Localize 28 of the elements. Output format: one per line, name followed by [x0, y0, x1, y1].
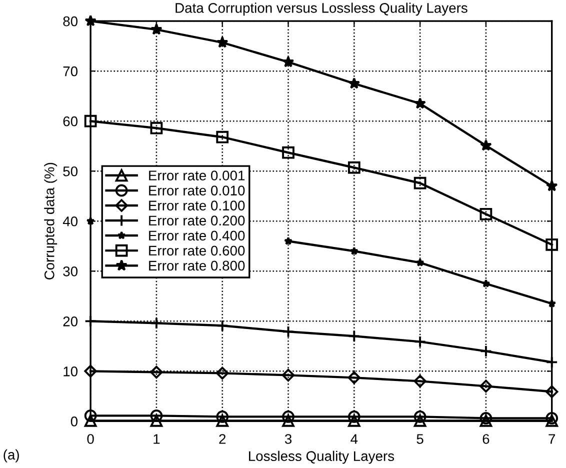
text: (a) [4, 449, 19, 462]
legend-label: Error rate 0.010 [149, 186, 245, 196]
y-tick-label: 10 [64, 366, 78, 376]
x-tick-label: 4 [350, 434, 358, 444]
legend-label: Error rate 0.100 [149, 200, 245, 210]
legend-label: Error rate 0.200 [149, 216, 245, 226]
legend-label: Error rate 0.800 [149, 260, 245, 271]
y-tick-label: 50 [63, 166, 78, 176]
x-tick-label: 0 [87, 434, 94, 444]
x-tick-label: 3 [284, 434, 292, 444]
x-tick-label: 6 [482, 434, 490, 444]
y-axis-title: Corrupted data (%) [44, 162, 58, 280]
legend-label: Error rate 0.600 [149, 246, 245, 256]
legend-label: Error rate 0.400 [149, 230, 245, 241]
chart-title: Data Corruption versus Lossless Quality Layers [176, 2, 468, 16]
y-tick-label: 0 [70, 416, 78, 426]
x-tick-label: 1 [154, 434, 160, 444]
x-tick-label: 7 [548, 434, 556, 444]
y-tick-label: 40 [62, 216, 78, 226]
x-axis-title: Lossless Quality Layers [249, 450, 394, 464]
y-tick-label: 30 [63, 266, 78, 276]
x-tick-label: 5 [416, 434, 424, 444]
y-tick-label: 60 [63, 116, 78, 126]
legend-label: Error rate 0.001 [149, 170, 245, 180]
y-tick-label: 70 [63, 66, 78, 76]
y-tick-label: 20 [63, 316, 78, 326]
y-tick-label: 80 [63, 16, 78, 26]
x-tick-label: 2 [219, 434, 226, 444]
